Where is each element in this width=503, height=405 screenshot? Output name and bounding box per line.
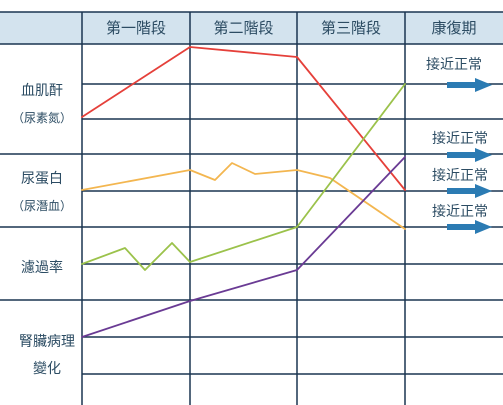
filtration-rate-line xyxy=(81,83,406,271)
row-sublabel-urea-nitrogen: （尿素氮） xyxy=(12,110,72,125)
arrow-right-icon xyxy=(447,184,492,198)
header-band xyxy=(0,12,503,44)
row-sublabel-changes: 變化 xyxy=(33,361,61,377)
column-header-stage-3: 第三階段 xyxy=(321,19,381,37)
column-header-recovery: 康復期 xyxy=(431,19,476,37)
row-label-serum-creatinine: 血肌酐 xyxy=(21,83,63,99)
row-label-kidney-pathology: 腎臟病理 xyxy=(19,334,75,350)
proteinuria-line xyxy=(81,162,406,230)
arrow-right-icon xyxy=(447,78,492,92)
row-sublabel-occult-blood: （尿潛血） xyxy=(12,199,72,213)
recovery-note-serum-creatinine: 接近正常 xyxy=(426,56,482,73)
recovery-note-filtration-rate: 接近正常 xyxy=(432,203,488,220)
column-header-stage-2: 第二階段 xyxy=(213,19,273,37)
recovery-note-occult-blood: 接近正常 xyxy=(432,167,488,184)
recovery-arrows xyxy=(447,78,492,234)
serum-creatinine-line xyxy=(81,46,406,191)
recovery-note-proteinuria: 接近正常 xyxy=(432,130,488,147)
kidney-pathology-line xyxy=(81,156,406,338)
column-header-stage-1: 第一階段 xyxy=(106,19,166,37)
arrow-right-icon xyxy=(447,148,492,162)
row-label-filtration-rate: 濾過率 xyxy=(21,259,63,276)
row-label-proteinuria: 尿蛋白 xyxy=(21,171,63,187)
arrow-right-icon xyxy=(447,220,492,234)
